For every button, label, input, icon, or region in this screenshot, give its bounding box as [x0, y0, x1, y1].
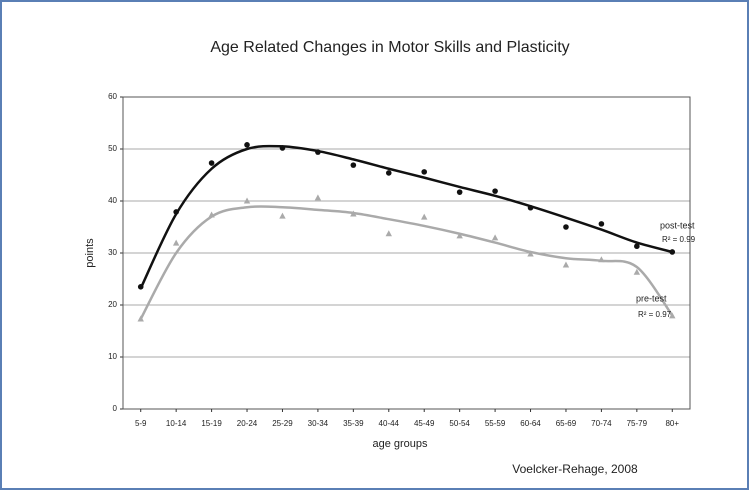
point: [527, 250, 534, 257]
x-tick-label: 70-74: [591, 419, 612, 428]
point: [669, 249, 676, 255]
point: [456, 232, 463, 239]
point: [315, 149, 321, 155]
y-tick-label: 0: [113, 404, 118, 413]
series-label: pre-test: [636, 293, 667, 303]
y-tick-label: 60: [108, 92, 117, 101]
trend-line: [139, 144, 673, 289]
y-tick-label: 50: [108, 144, 117, 153]
point: [173, 209, 179, 215]
point: [208, 211, 215, 218]
r2-label: R² = 0.97: [638, 310, 672, 319]
point: [385, 230, 392, 237]
series-label: post-test: [660, 220, 695, 230]
x-axis-label: age groups: [372, 438, 428, 450]
r2-label: R² = 0.99: [662, 235, 696, 244]
x-tick-label: 40-44: [379, 419, 400, 428]
y-tick-label: 20: [108, 300, 117, 309]
point: [279, 212, 286, 219]
point: [350, 210, 357, 217]
point: [243, 197, 251, 204]
x-tick-label: 5-9: [135, 419, 147, 428]
y-tick-label: 10: [108, 352, 117, 361]
y-tick-label: 30: [108, 248, 117, 257]
point: [456, 189, 463, 195]
point: [633, 268, 641, 275]
plot-border: [122, 96, 691, 410]
point: [350, 162, 357, 168]
point: [669, 312, 676, 319]
x-tick-label: 45-49: [414, 419, 435, 428]
point: [562, 261, 570, 268]
trend-line: [139, 205, 674, 320]
x-tick-label: 65-69: [556, 419, 577, 428]
y-tick-label: 40: [108, 196, 117, 205]
point: [492, 188, 498, 194]
point: [421, 169, 428, 175]
x-tick-label: 50-54: [449, 419, 470, 428]
point: [491, 234, 499, 241]
x-tick-label: 10-14: [166, 419, 187, 428]
point: [527, 204, 534, 211]
x-tick-label: 80+: [665, 419, 679, 428]
x-tick-label: 55-59: [485, 419, 506, 428]
y-axis-label: points: [84, 238, 96, 268]
point: [244, 142, 250, 148]
x-tick-label: 30-34: [308, 419, 329, 428]
point: [385, 170, 392, 176]
point: [598, 256, 605, 263]
point: [314, 194, 322, 201]
x-tick-label: 15-19: [201, 419, 222, 428]
x-tick-label: 25-29: [272, 419, 293, 428]
x-tick-label: 35-39: [343, 419, 364, 428]
point: [137, 315, 144, 322]
x-tick-label: 75-79: [627, 419, 648, 428]
point: [598, 221, 605, 227]
point: [208, 160, 215, 166]
x-tick-label: 20-24: [237, 419, 258, 428]
chart-title: Age Related Changes in Motor Skills and …: [210, 39, 569, 56]
point: [634, 243, 640, 250]
source: Voelcker-Rehage, 2008: [512, 462, 638, 476]
point: [279, 145, 286, 151]
point: [421, 213, 428, 220]
point: [172, 239, 180, 246]
point: [137, 284, 144, 290]
x-tick-label: 60-64: [520, 419, 541, 428]
point: [563, 224, 569, 230]
